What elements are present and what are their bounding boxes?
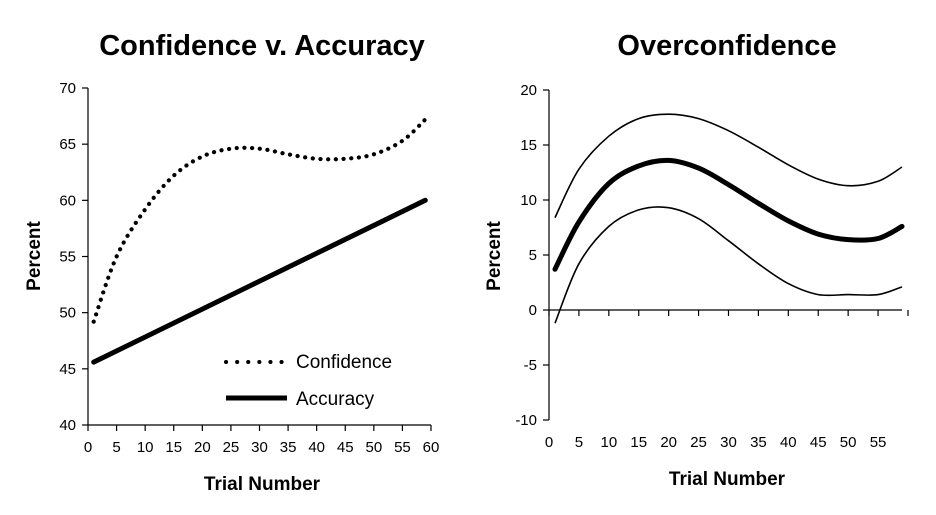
y-tick-label: -10 <box>515 412 537 429</box>
x-tick-label: 40 <box>308 439 325 456</box>
series-line-upper-band <box>554 113 903 218</box>
series-line-estimate <box>552 157 905 272</box>
y-tick-label: 65 <box>59 136 76 153</box>
x-tick-label: 5 <box>112 439 120 456</box>
axes: -10 -5 0 5 10 15 20 0 5 10 15 20 25 30 35 40 45 50 55 <box>515 82 909 451</box>
x-tick-label: 40 <box>780 434 797 451</box>
x-tick-label: 35 <box>280 439 297 456</box>
y-tick-label: 5 <box>529 247 537 264</box>
x-tick-label: 25 <box>690 434 707 451</box>
y-axis-title: Percent <box>24 220 45 290</box>
y-tick-label: 40 <box>59 417 76 434</box>
y-axis-title: Percent <box>484 220 505 290</box>
x-tick-label: 20 <box>194 439 211 456</box>
series-line-accuracy <box>91 197 428 365</box>
y-tick-label: 10 <box>520 192 537 209</box>
axes: 40 45 50 55 60 65 70 0 5 10 15 20 25 30 35 40 45 50 55 60 <box>59 80 439 456</box>
y-tick-label: 20 <box>520 82 537 99</box>
x-tick-label: 45 <box>810 434 827 451</box>
chart-title: Confidence v. Accuracy <box>99 30 425 62</box>
x-tick-label: 50 <box>840 434 857 451</box>
y-tick-label: -5 <box>524 357 537 374</box>
x-tick-label: 15 <box>165 439 182 456</box>
x-tick-label: 0 <box>84 439 92 456</box>
x-tick-label: 50 <box>365 439 382 456</box>
y-tick-label: 60 <box>59 192 76 209</box>
chart-confidence-accuracy: Confidence v. Accuracy Trial Number Perc… <box>24 30 439 495</box>
x-tick-label: 20 <box>660 434 677 451</box>
y-tick-label: 0 <box>529 302 537 319</box>
x-tick-label: 5 <box>575 434 583 451</box>
x-tick-label: 10 <box>137 439 154 456</box>
y-tick-label: 50 <box>59 305 76 322</box>
legend-label-accuracy: Accuracy <box>296 389 375 410</box>
x-tick-label: 30 <box>251 439 268 456</box>
x-axis-title: Trial Number <box>669 469 786 490</box>
y-tick-label: 15 <box>520 137 537 154</box>
x-axis-title: Trial Number <box>204 474 321 495</box>
x-tick-label: 0 <box>545 434 553 451</box>
series-layer <box>91 117 428 365</box>
chart-title: Overconfidence <box>617 30 836 62</box>
x-tick-label: 15 <box>630 434 647 451</box>
series-line-lower-band <box>554 206 903 324</box>
x-tick-label: 25 <box>223 439 240 456</box>
x-tick-label: 55 <box>394 439 411 456</box>
x-tick-label: 10 <box>600 434 617 451</box>
legend-label-confidence: Confidence <box>296 352 392 373</box>
x-tick-label: 55 <box>870 434 887 451</box>
x-tick-label: 30 <box>720 434 737 451</box>
x-tick-label: 60 <box>423 439 440 456</box>
x-tick-label: 35 <box>750 434 767 451</box>
series-line-confidence <box>91 117 428 324</box>
series-layer <box>552 113 905 324</box>
y-tick-label: 55 <box>59 249 76 266</box>
y-tick-label: 70 <box>59 80 76 97</box>
chart-overconfidence: Overconfidence Trial Number Percent -10-… <box>484 30 909 490</box>
y-tick-label: 45 <box>59 361 76 378</box>
x-tick-label: 45 <box>337 439 354 456</box>
legend: Confidence Accuracy <box>224 352 392 410</box>
